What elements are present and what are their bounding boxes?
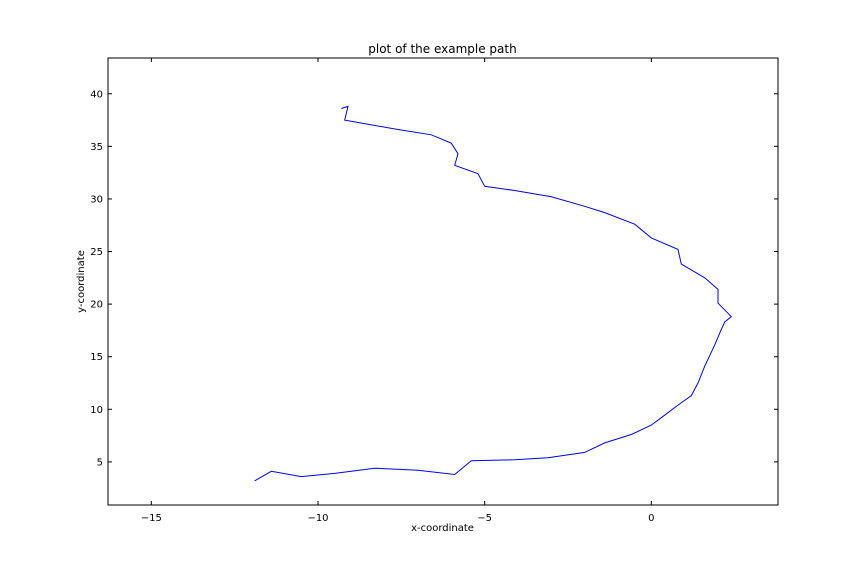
y-tick-label: 15 (90, 352, 103, 363)
tick-labels: −15 −10 −5 0 5 10 15 20 25 30 35 40 (90, 89, 654, 524)
y-axis-label: y-coordinate (76, 250, 87, 313)
y-tick-label: 5 (97, 457, 103, 468)
x-tick-label: 0 (648, 513, 654, 524)
series-group (254, 105, 733, 482)
y-tick-label: 40 (90, 89, 103, 100)
y-tick-label: 25 (90, 247, 103, 258)
plot-area (107, 57, 779, 506)
chart-title: plot of the example path (368, 42, 516, 56)
x-tick-label: −15 (141, 513, 162, 524)
x-tick-label: −5 (477, 513, 492, 524)
y-tick-label: 10 (90, 405, 103, 416)
y-tick-label: 35 (90, 142, 103, 153)
y-tick-label: 30 (90, 194, 103, 205)
y-tick-label: 20 (90, 300, 103, 311)
x-tick-label: −10 (307, 513, 328, 524)
axis-ticks (108, 58, 778, 505)
x-axis-label: x-coordinate (411, 523, 474, 534)
series-line (254, 105, 733, 482)
